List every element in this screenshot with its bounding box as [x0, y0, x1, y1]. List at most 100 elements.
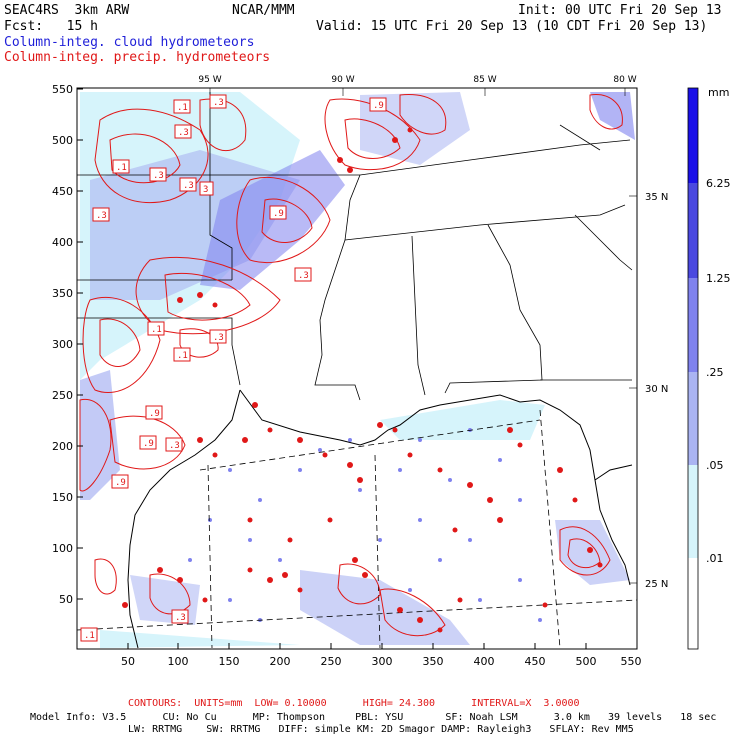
contour-label-text: .3	[153, 171, 164, 181]
contour-label-box: .3	[209, 94, 227, 109]
init-time: Init: 00 UTC Fri 20 Sep 13	[518, 3, 722, 18]
y-tick-label: 100	[52, 542, 73, 555]
contour-label-box: .9	[269, 205, 287, 220]
contour-label-text: .1	[116, 163, 127, 173]
colorbar-swatch	[688, 88, 698, 183]
contour-label-box: .3	[209, 329, 227, 344]
x-tick-label: 150	[219, 655, 240, 668]
lon-label: 95 W	[198, 75, 221, 85]
colorbar-swatch	[688, 278, 698, 372]
contour-label-box: .3	[171, 609, 189, 624]
forecast-hour: Fcst: 15 h	[4, 19, 98, 34]
y-tick-label: 300	[52, 338, 73, 351]
contour-label-box: .1	[173, 347, 191, 362]
contour-label-box: .3	[179, 177, 197, 192]
contour-label-text: .9	[143, 439, 154, 449]
contour-label-text: .9	[273, 209, 284, 219]
x-tick-label: 200	[270, 655, 291, 668]
x-tick-label: 300	[372, 655, 393, 668]
colorbar-label: .01	[706, 552, 724, 565]
contour-label-text: .3	[96, 211, 107, 221]
contour-label-box: .9	[139, 435, 157, 450]
x-tick-labels: 50 100 150 200 250 300 350 400 450 500 5…	[121, 655, 642, 668]
lat-label: 35 N	[645, 192, 668, 203]
x-tick-label: 100	[168, 655, 189, 668]
contour-label-box: .3	[165, 437, 183, 452]
x-tick-label: 550	[621, 655, 642, 668]
organization: NCAR/MMM	[232, 3, 295, 18]
y-tick-label: 350	[52, 287, 73, 300]
product-title: SEAC4RS 3km ARW	[4, 3, 130, 18]
model-info-line1: Model Info: V3.5 CU: No Cu MP: Thompson …	[30, 712, 717, 723]
colorbar-swatch	[688, 465, 698, 558]
x-tick-label: 50	[121, 655, 135, 668]
contour-label-box: .1	[80, 627, 98, 642]
contour-label-box: .3	[294, 267, 312, 282]
contours-info: CONTOURS: UNITS=mm LOW= 0.10000 HIGH= 24…	[128, 698, 580, 709]
contour-label-text: .3	[213, 98, 224, 108]
x-tick-label: 400	[474, 655, 495, 668]
y-tick-label: 250	[52, 389, 73, 402]
contour-label-box: .9	[111, 474, 129, 489]
contour-label-text: .3	[298, 271, 309, 281]
colorbar-swatch	[688, 183, 698, 278]
cloud-shading	[80, 92, 635, 648]
contour-label-text: .3	[169, 441, 180, 451]
contour-label-text: .3	[175, 613, 186, 623]
colorbar-swatch	[688, 372, 698, 465]
contour-label-text: .1	[84, 631, 95, 641]
contour-label-text: .9	[373, 101, 384, 111]
x-tick-label: 450	[525, 655, 546, 668]
contour-label-box: .3	[149, 167, 167, 182]
lat-label: 25 N	[645, 579, 668, 590]
y-tick-label: 550	[52, 83, 73, 96]
contour-label-box: 3	[199, 181, 214, 196]
contour-label-text: .1	[177, 351, 188, 361]
lat-label: 30 N	[645, 384, 668, 395]
legend-precip: Column-integ. precip. hydrometeors	[4, 50, 271, 65]
y-tick-label: 500	[52, 134, 73, 147]
x-tick-label: 250	[321, 655, 342, 668]
cloud-specks	[188, 428, 542, 622]
axis-ticks	[77, 88, 638, 649]
contour-label-text: .1	[177, 103, 188, 113]
contour-label-box: .1	[147, 321, 165, 336]
colorbar-label: .25	[706, 366, 724, 379]
contour-label-box: .9	[145, 405, 163, 420]
colorbar-label: 6.25	[706, 177, 731, 190]
colorbar-label: 1.25	[706, 272, 731, 285]
x-tick-label: 500	[576, 655, 597, 668]
legend-cloud: Column-integ. cloud hydrometeors	[4, 35, 255, 50]
colorbar-swatch	[688, 558, 698, 649]
contour-labels: .1 .3 .3 .1 .3 .3 3 .3 .9 .9 .3 .1 .3 .1…	[80, 94, 387, 642]
marine-zones	[76, 409, 638, 649]
lon-label: 80 W	[613, 75, 636, 85]
contour-label-box: .1	[112, 159, 130, 174]
contour-label-box: .3	[174, 124, 192, 139]
precip-contours	[79, 94, 623, 637]
model-info-line2: LW: RRTMG SW: RRTMG DIFF: simple KM: 2D …	[128, 724, 634, 735]
y-tick-label: 450	[52, 185, 73, 198]
plot-frame	[76, 87, 638, 650]
contour-label-text: 3	[203, 185, 208, 195]
y-tick-label: 200	[52, 440, 73, 453]
contour-label-text: .9	[149, 409, 160, 419]
y-tick-label: 150	[52, 491, 73, 504]
colorbar-frame	[687, 87, 699, 650]
colorbar: mm 6.25 1.25 .25 .05 .01	[687, 86, 731, 650]
lon-label: 85 W	[473, 75, 496, 85]
coastline	[127, 389, 633, 649]
contour-label-text: .3	[178, 128, 189, 138]
graticule	[209, 88, 637, 584]
y-tick-labels: 50 100 150 200 250 300 350 400 450 500 5…	[52, 83, 73, 606]
x-tick-label: 350	[423, 655, 444, 668]
contour-label-text: .3	[213, 333, 224, 343]
colorbar-unit: mm	[708, 86, 729, 99]
longitude-labels: 95 W 90 W 85 W 80 W	[198, 75, 636, 85]
y-tick-label: 400	[52, 236, 73, 249]
contour-label-box: .3	[92, 207, 110, 222]
contour-label-box: .9	[369, 97, 387, 112]
state-boundaries	[77, 92, 633, 401]
latitude-labels: 35 N 30 N 25 N	[645, 192, 668, 590]
